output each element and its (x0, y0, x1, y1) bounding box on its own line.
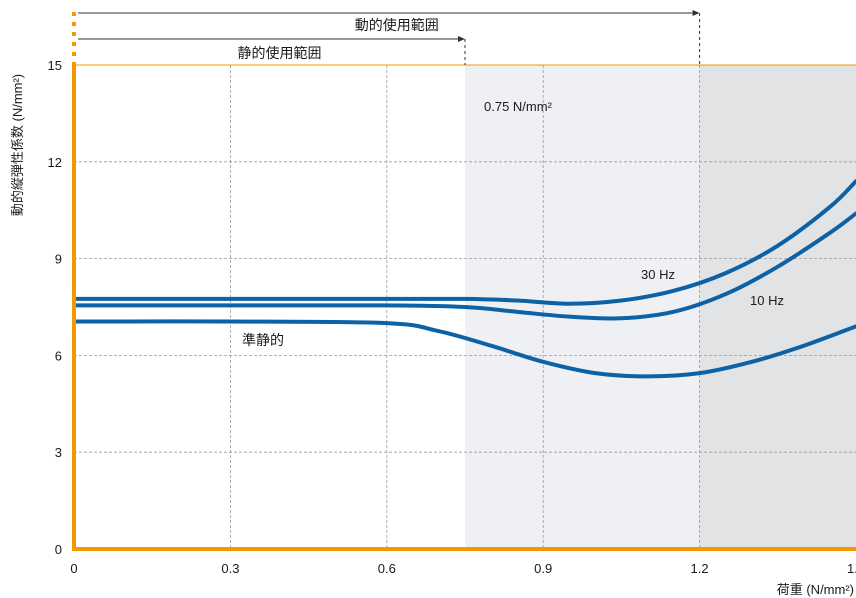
y-tick-label: 15 (48, 58, 62, 73)
dynamic-range-arrow: 動的使用範囲 (78, 10, 701, 65)
static-range-arrowhead (458, 36, 465, 42)
series-label-30hz: 30 Hz (641, 267, 675, 282)
series-line-1 (72, 211, 856, 321)
y-tick-label: 9 (55, 252, 62, 267)
dynamic-range-arrowhead (692, 10, 700, 16)
static-range-label: 静的使用範囲 (238, 45, 322, 61)
x-tick-label: 0.3 (221, 561, 239, 576)
shaded-regions (465, 65, 856, 549)
series-line-0 (72, 179, 856, 306)
dynamic-range-label: 動的使用範囲 (355, 17, 439, 33)
y-tick-label: 12 (48, 155, 62, 170)
y-tick-label: 6 (55, 348, 62, 363)
x-axis-title: 荷重 (N/mm²) (777, 582, 854, 597)
static-range-arrow: 静的使用範囲 (78, 36, 466, 65)
x-tick-label: 1.2 (691, 561, 709, 576)
series-label-10hz: 10 Hz (750, 293, 784, 308)
series-line-2 (72, 319, 856, 379)
series-label-quasistatic: 準静的 (242, 332, 284, 348)
shaded-region-1 (699, 65, 856, 549)
y-tick-label: 0 (55, 542, 62, 557)
shaded-region-0 (465, 65, 700, 549)
marker-label: 0.75 N/mm² (484, 99, 553, 114)
x-tick-labels: 0 0.3 0.6 0.9 1.2 1.5 (70, 561, 856, 576)
x-tick-label: 0 (70, 561, 77, 576)
x-tick-label: 0.9 (534, 561, 552, 576)
series-lines (72, 179, 856, 379)
y-tick-labels: 0 3 6 9 12 15 (48, 58, 62, 557)
x-tick-label: 0.6 (378, 561, 396, 576)
y-tick-label: 3 (55, 445, 62, 460)
y-axis-title: 動的縦弾性係数 (N/mm²) (10, 74, 25, 216)
x-tick-label: 1.5 (847, 561, 856, 576)
